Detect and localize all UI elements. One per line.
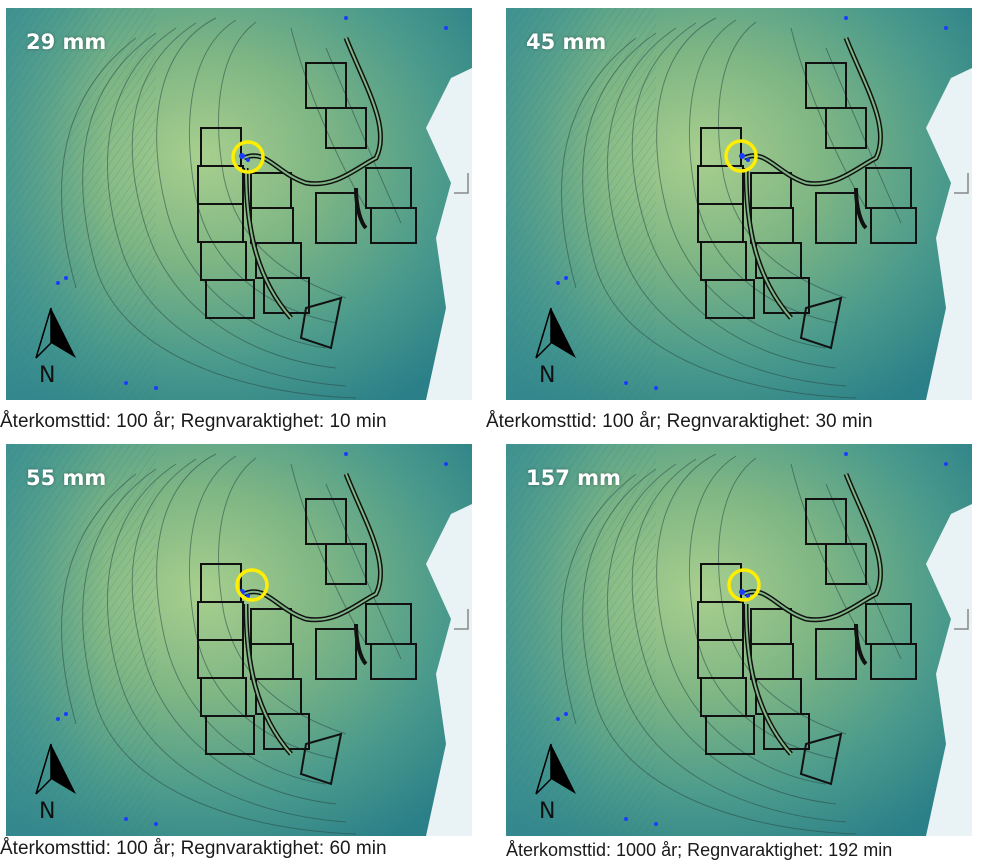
highlight-circle-icon (231, 140, 265, 174)
rainfall-label: 55 mm (26, 466, 107, 490)
map-panel-4: N 157 mm (506, 444, 972, 836)
caption-3: Återkomsttid: 100 år; Regnvaraktighet: 6… (0, 838, 387, 859)
terrain-map: N (506, 8, 972, 400)
north-arrow-icon (535, 307, 576, 359)
terrain-map: N (6, 8, 472, 400)
north-arrow-icon (35, 307, 76, 359)
caption-2: Återkomsttid: 100 år; Regnvaraktighet: 3… (486, 411, 873, 432)
north-label: N (539, 363, 555, 388)
highlight-circle-icon (727, 568, 761, 602)
rainfall-label: 29 mm (26, 30, 107, 54)
north-arrow-icon (535, 743, 576, 795)
north-arrow-icon (35, 743, 76, 795)
north-label: N (539, 799, 555, 824)
terrain-map: N (506, 444, 972, 836)
north-label: N (39, 799, 55, 824)
highlight-circle-icon (235, 568, 269, 602)
caption-1: Återkomsttid: 100 år; Regnvaraktighet: 1… (0, 411, 387, 432)
caption-4: Återkomsttid: 1000 år; Regnvaraktighet: … (506, 840, 893, 860)
map-panel-1: N 29 mm (6, 8, 472, 400)
rainfall-label: 45 mm (526, 30, 607, 54)
terrain-map: N (6, 444, 472, 836)
north-label: N (39, 363, 55, 388)
map-panel-3: N 55 mm (6, 444, 472, 836)
map-panel-2: N 45 mm (506, 8, 972, 400)
highlight-circle-icon (724, 139, 758, 173)
rainfall-label: 157 mm (526, 466, 621, 490)
